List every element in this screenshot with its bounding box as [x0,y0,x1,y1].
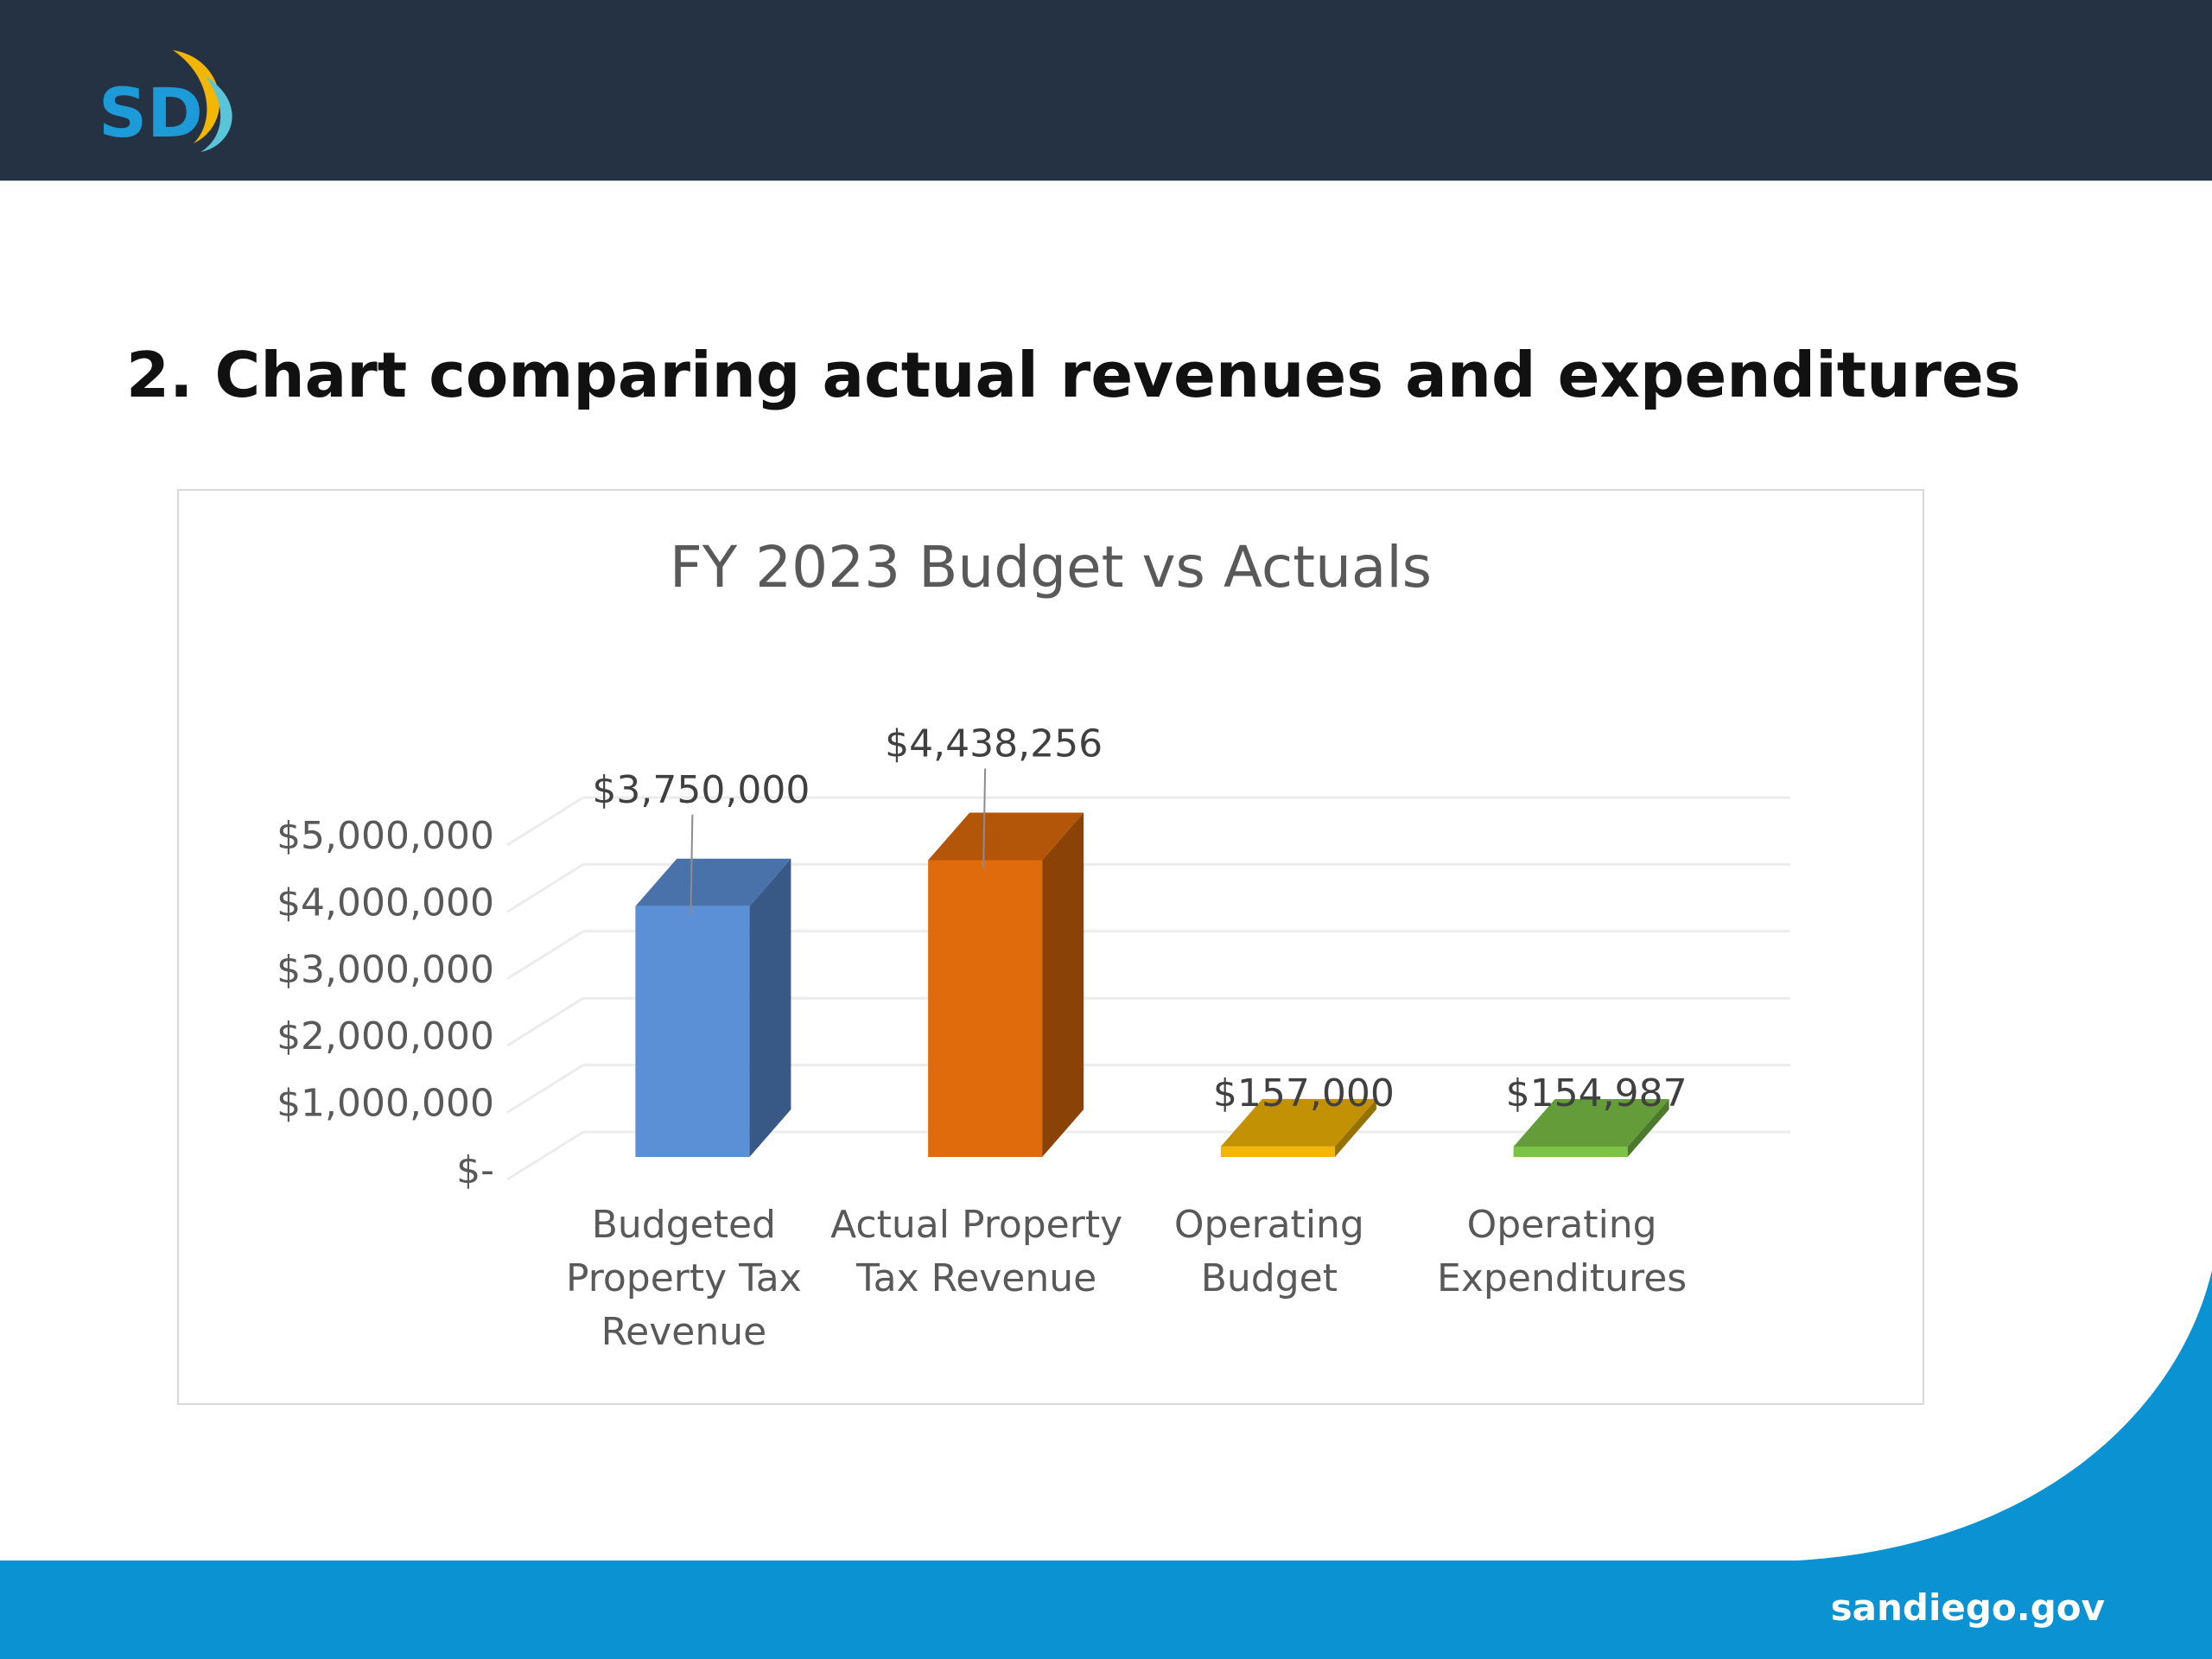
x-category-label: Budgeted [592,1203,776,1247]
bar [1513,1147,1628,1157]
gridline-depth [506,1064,584,1114]
bar-side [1627,1099,1669,1157]
data-label: $3,750,000 [592,768,810,812]
footer-url: sandiego.gov [1830,1586,2105,1629]
x-category-label: Expenditures [1437,1256,1687,1300]
x-category-label: Tax Revenue [855,1256,1096,1300]
x-category-label: Revenue [601,1310,767,1354]
data-label: $154,987 [1506,1071,1688,1116]
y-tick-label: $5,000,000 [276,814,494,858]
bar-top [1220,1098,1376,1147]
logo-text: SD [99,75,203,153]
y-tick-label: $2,000,000 [276,1014,494,1058]
x-category-label: Operating [1174,1203,1364,1247]
data-label: $157,000 [1213,1071,1395,1116]
gridline-depth [506,796,584,847]
data-label-leader [982,768,987,869]
chart-plot: $- $1,000,000 $2,000,000 $3,000,000 $4,000,0… [276,721,1790,1354]
x-category-label: Property Tax [566,1256,802,1300]
gridline-depth [506,863,584,913]
y-tick-label: $4,000,000 [276,880,494,925]
x-category-label: Actual Property [830,1203,1122,1247]
sd-logo-icon: SD [99,50,232,153]
chart-frame: FY 2023 Budget vs Actuals $- $1,000,000 $2… [177,489,1924,1405]
header-bar: SD [0,0,2212,181]
x-category-label: Budget [1201,1256,1338,1300]
gridline-depth [506,996,584,1047]
bar-side [1042,812,1084,1157]
bar-top [928,812,1084,861]
bar [1220,1146,1335,1157]
gridline-depth [506,1130,584,1181]
y-tick-label: $3,000,000 [276,948,494,992]
data-label: $4,438,256 [885,721,1103,766]
gridline-depth [506,930,584,981]
chart-title: FY 2023 Budget vs Actuals [669,534,1433,601]
y-tick-label: $1,000,000 [276,1082,494,1126]
slide-title: 2. Chart comparing actual revenues and e… [126,339,2021,411]
bar-top [1513,1099,1669,1147]
bar [928,860,1043,1157]
bar-top [635,858,791,906]
bar [635,906,750,1157]
bar-side [1334,1098,1376,1157]
y-tick-label: $- [456,1148,494,1192]
data-label-leader [690,814,694,915]
bar-side [749,858,791,1157]
x-category-label: Operating [1467,1203,1657,1247]
